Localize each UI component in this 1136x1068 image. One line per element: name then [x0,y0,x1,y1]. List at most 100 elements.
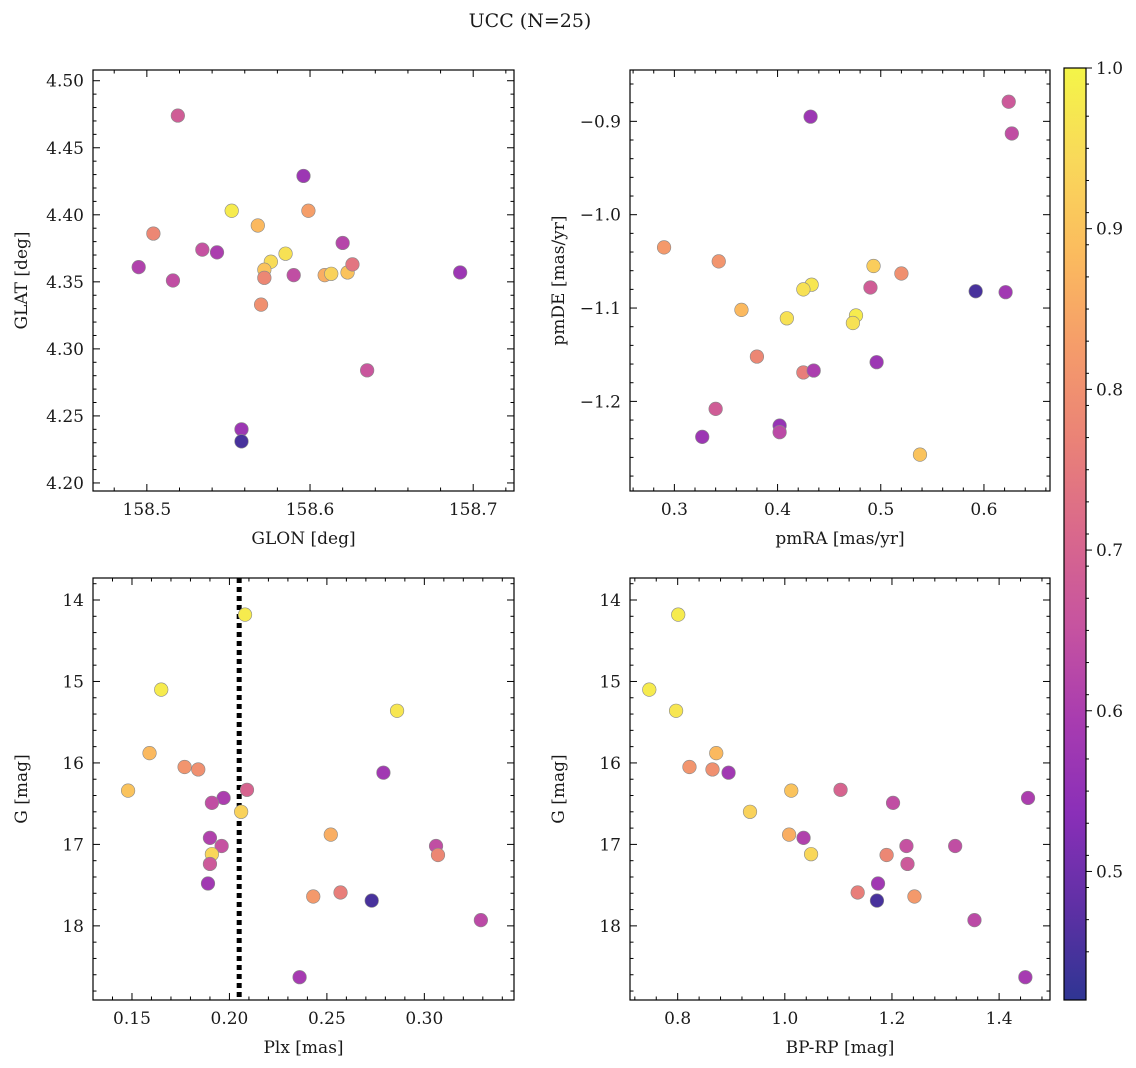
data-point [869,355,884,370]
data-point [656,240,672,255]
data-point [711,254,726,269]
data-point [803,109,818,124]
y-axis-label: pmDE [mas/yr] [549,215,569,345]
panel-proper-motion: 0.3 0.4 0.5 0.6 −1.2 −1.1 −1.0 −0.9 pmRA [mas/yr… [549,69,1051,549]
data-point [721,765,736,780]
data-point [142,746,157,761]
panel-parallax-magnitude: 0.15 0.20 0.25 0.30 14 15 16 17 18 Plx [mas] G [ma… [12,577,515,1058]
x-tick-label: 158.5 [123,500,172,520]
y-axis-label: G [mag] [549,754,569,823]
data-point [709,746,724,761]
y-tick-label: 4.45 [46,139,84,159]
data-point [642,682,657,697]
data-point [306,889,321,904]
y-tick-label: −1.2 [580,392,621,412]
data-point [968,284,983,299]
data-point [323,827,338,842]
x-axis-label: pmRA [mas/yr] [775,529,904,549]
x-tick-label: 0.20 [211,1009,249,1029]
colorbar-tick-label: 0.8 [1096,380,1123,400]
figure-title: UCC (N=25) [469,10,592,32]
colorbar-tick-label: 0.7 [1096,541,1123,561]
data-point [146,226,161,241]
x-tick-label: 0.4 [764,500,791,520]
data-point [796,830,811,845]
y-tick-label: 4.30 [46,340,84,360]
data-point [253,297,269,312]
data-point [705,762,720,777]
data-point [165,273,181,288]
x-tick-label: 0.6 [970,500,997,520]
data-point [742,804,758,819]
data-point [850,885,865,900]
data-point [907,889,922,904]
data-point [1001,94,1016,109]
data-point [131,259,146,275]
plot-frame [629,577,1051,1001]
data-point [234,422,249,437]
data-point [177,759,192,775]
x-tick-label: 1.2 [878,1009,905,1029]
data-point [708,401,723,416]
x-tick-label: 0.8 [664,1009,691,1029]
plot-frame [92,577,515,1001]
colorbar-tick-label: 0.9 [1096,220,1123,240]
y-tick-label: −0.9 [580,112,621,132]
data-point [899,838,914,854]
x-tick-label: 0.25 [308,1009,346,1029]
data-point [845,315,860,331]
data-point [885,795,901,810]
data-point [286,268,301,283]
data-point [204,795,219,810]
data-point [796,282,811,297]
data-point [912,447,928,462]
colorbar-bar [1063,67,1087,1001]
data-point [120,783,136,798]
data-point [333,885,348,900]
y-tick-label: 15 [599,672,621,692]
data-point [695,429,710,444]
plot-frame [629,69,1051,492]
data-point [879,847,894,863]
panel-color-magnitude: 0.8 1.0 1.2 1.4 14 15 16 17 18 BP-RP [mag] G [mag] [549,577,1051,1058]
y-tick-label: 16 [599,754,621,774]
data-point [376,765,391,780]
data-point [784,783,799,798]
data-point [389,703,405,718]
data-point [671,607,686,622]
data-point [772,425,787,440]
data-point [1018,970,1033,985]
data-point [866,258,881,274]
y-tick-label: 4.20 [46,474,84,494]
data-point [734,302,749,318]
y-tick-label: 4.25 [46,407,84,427]
data-point [335,235,350,251]
data-point [234,434,249,449]
data-point [360,363,375,378]
y-tick-label: 4.35 [46,273,84,293]
data-point [1004,126,1019,141]
data-point [202,856,218,872]
data-point [682,759,697,775]
data-point [668,703,684,718]
y-tick-label: 18 [62,917,84,937]
data-point [301,203,316,218]
data-point [364,893,379,908]
y-axis-label: GLAT [deg] [12,231,32,329]
data-point [900,856,915,872]
data-point [278,246,293,261]
y-tick-label: −1.0 [580,206,621,226]
x-tick-label: 1.0 [771,1009,798,1029]
y-tick-label: 4.50 [46,72,84,92]
panel-position: 158.5 158.6 158.7 4.20 4.25 4.30 4.35 4.40 4.45 4… [12,69,515,549]
data-point [200,876,216,891]
data-point [806,363,821,378]
data-point [257,270,272,285]
data-point [1020,790,1036,806]
data-point [170,108,185,123]
data-point [870,876,886,891]
data-point [967,913,982,928]
data-point [191,762,206,777]
y-tick-label: −1.1 [580,299,621,319]
data-point [292,970,307,985]
